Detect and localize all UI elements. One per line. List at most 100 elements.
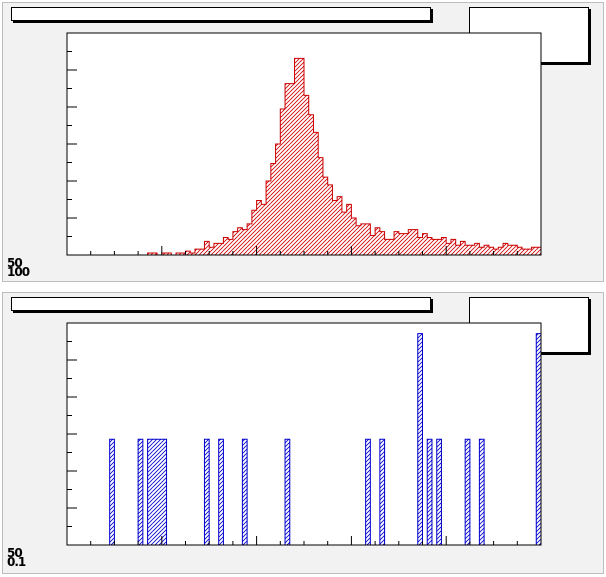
histogram-bin bbox=[185, 251, 191, 255]
histogram-bin bbox=[194, 249, 200, 255]
histogram-bin bbox=[213, 243, 219, 255]
bottom-histogram-pad: 50 0.1 bbox=[2, 292, 604, 574]
histogram-bin bbox=[304, 95, 309, 255]
histogram-bin bbox=[417, 333, 423, 545]
histogram-bin bbox=[266, 181, 271, 255]
histogram-bin bbox=[455, 245, 461, 255]
histogram-bin bbox=[289, 83, 295, 255]
bottom-histogram-plot bbox=[66, 322, 542, 546]
histogram-bin bbox=[526, 249, 532, 255]
histogram-bin bbox=[275, 144, 281, 255]
histogram-bin bbox=[365, 223, 371, 255]
histogram-bin bbox=[161, 253, 167, 255]
histogram-bin bbox=[251, 210, 257, 255]
histogram-bin bbox=[280, 108, 286, 256]
y-axis-digits-upper: 50 bbox=[7, 546, 23, 560]
histogram-bin bbox=[389, 239, 395, 255]
histogram-bin bbox=[484, 245, 489, 255]
histogram-bin bbox=[261, 204, 267, 255]
histogram-bin bbox=[384, 239, 390, 255]
histogram-bin bbox=[398, 233, 404, 255]
histogram-bin bbox=[375, 227, 380, 255]
histogram-bin bbox=[341, 212, 347, 255]
histogram-bin bbox=[285, 83, 290, 255]
histogram-bin bbox=[285, 439, 290, 545]
y-axis-label-overlap: 50 0.1 bbox=[7, 546, 26, 568]
histogram-bin bbox=[299, 58, 304, 255]
histogram-bin bbox=[479, 247, 485, 255]
histogram-bin bbox=[379, 231, 385, 255]
histogram-bin bbox=[190, 253, 195, 255]
histogram-bin bbox=[394, 231, 399, 255]
histogram-bin bbox=[218, 439, 224, 545]
histogram-bin bbox=[512, 245, 518, 255]
histogram-bin bbox=[161, 439, 167, 545]
histogram-bin bbox=[507, 245, 513, 255]
histogram-bin bbox=[337, 196, 342, 255]
histogram-bin bbox=[152, 253, 158, 255]
histogram-bin bbox=[488, 247, 494, 255]
histogram-bin bbox=[318, 157, 323, 255]
histogram-bin bbox=[313, 132, 319, 255]
histogram-bin bbox=[157, 439, 162, 545]
histogram-title-box bbox=[11, 297, 431, 311]
histogram-bin bbox=[474, 243, 480, 255]
histogram-bin bbox=[517, 247, 523, 255]
histogram-bin bbox=[460, 241, 466, 255]
y-axis-digits-upper: 50 bbox=[7, 256, 23, 270]
histogram-bin bbox=[370, 235, 376, 255]
histogram-bin bbox=[498, 247, 504, 255]
histogram-bin bbox=[431, 239, 437, 255]
histogram-bin bbox=[351, 218, 357, 255]
histogram-bin bbox=[166, 253, 172, 255]
histogram-bin bbox=[450, 239, 456, 255]
y-axis-label-overlap: 50 100 bbox=[7, 256, 30, 279]
histogram-bin bbox=[531, 247, 537, 255]
histogram-outline bbox=[67, 57, 542, 256]
histogram-bin bbox=[427, 439, 432, 545]
y-axis-digits-lower: 100 bbox=[7, 265, 30, 279]
histogram-bin bbox=[199, 249, 205, 255]
histogram-bin bbox=[247, 223, 252, 255]
histogram-bin bbox=[322, 177, 328, 255]
histogram-bin bbox=[446, 243, 451, 255]
histogram-bin bbox=[441, 237, 447, 255]
histogram-bin bbox=[465, 245, 470, 255]
histogram-bin bbox=[270, 163, 276, 255]
histogram-bin bbox=[436, 239, 442, 255]
top-histogram-pad: 50 100 bbox=[2, 2, 604, 282]
histogram-bin bbox=[152, 439, 158, 545]
histogram-bin bbox=[228, 239, 233, 255]
histogram-bin bbox=[242, 229, 248, 255]
histogram-bin bbox=[204, 241, 210, 255]
histogram-bin bbox=[379, 439, 385, 545]
histogram-bin bbox=[242, 439, 248, 545]
histogram-bin bbox=[408, 229, 414, 255]
histogram-bin bbox=[332, 200, 338, 255]
histogram-bin bbox=[176, 253, 181, 255]
histogram-bin bbox=[536, 247, 541, 255]
histogram-bin bbox=[522, 249, 527, 255]
histogram-bin bbox=[360, 223, 366, 255]
histogram-bin bbox=[356, 225, 361, 255]
histogram-bin bbox=[256, 200, 262, 255]
histogram-bin bbox=[180, 253, 186, 255]
histogram-bin bbox=[493, 249, 499, 255]
histogram-bin bbox=[465, 439, 470, 545]
histogram-bin bbox=[232, 231, 238, 255]
histogram-bin bbox=[365, 439, 371, 545]
histogram-bin bbox=[147, 439, 153, 545]
histogram-bin bbox=[237, 227, 243, 255]
histogram-bin bbox=[294, 58, 300, 255]
top-histogram-plot bbox=[66, 32, 542, 256]
histogram-bin bbox=[147, 253, 153, 255]
histogram-bin bbox=[327, 184, 333, 255]
histogram-bin bbox=[204, 439, 210, 545]
histogram-bin bbox=[346, 204, 352, 255]
histogram-bin bbox=[422, 233, 428, 255]
histogram-bin bbox=[479, 439, 485, 545]
histogram-bin bbox=[223, 237, 229, 255]
histogram-bin bbox=[503, 243, 508, 255]
histogram-bin bbox=[536, 333, 541, 545]
histogram-bin bbox=[209, 247, 214, 255]
